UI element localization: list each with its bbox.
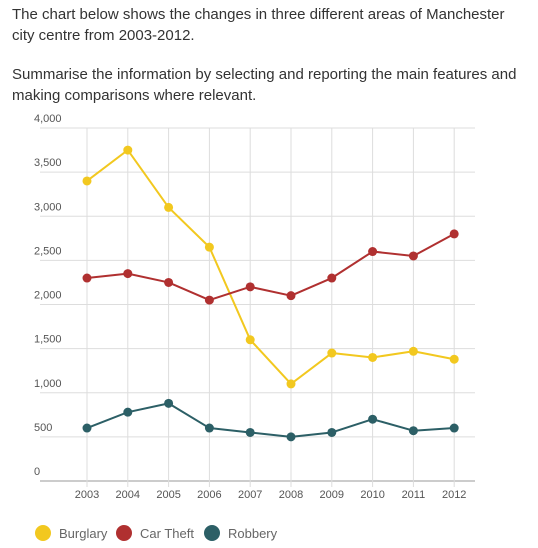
x-tick-label: 2008 (279, 489, 303, 501)
car-theft-point (408, 251, 418, 261)
robbery-point (82, 423, 92, 433)
burglary-point (368, 352, 378, 362)
chart-description: The chart below shows the changes in thr… (12, 6, 505, 44)
robbery-point (204, 423, 214, 433)
robbery-line (86, 402, 455, 438)
burglary-legend-marker (35, 525, 51, 541)
y-tick-label: 1,000 (34, 378, 62, 390)
car-theft-point (82, 273, 92, 283)
car-theft-point (204, 295, 214, 305)
burglary-point (449, 354, 459, 364)
robbery-point (449, 423, 459, 433)
line-chart: 05001,0001,5002,0002,5003,0003,5004,000 … (34, 113, 475, 541)
robbery-point (164, 398, 174, 408)
x-axis-ticks: 2003 2004 2005 2006 2007 2008 2009 2010 2011 2012 (75, 489, 467, 501)
robbery-point (368, 414, 378, 424)
burglary-point (408, 346, 418, 356)
y-tick-label: 500 (34, 422, 52, 434)
car-theft-legend-marker (116, 525, 132, 541)
burglary-point (327, 348, 337, 358)
burglary-point (123, 145, 133, 155)
robbery-point (408, 426, 418, 436)
chart-legend: Burglary Car Theft Robbery (35, 525, 278, 541)
burglary-point (82, 176, 92, 186)
y-axis-ticks: 0 500 1,000 1,500 2,000 2,500 3,000 3,500 4,000 (34, 113, 62, 478)
car-theft-point (368, 247, 378, 257)
robbery-point (123, 407, 133, 417)
chart-series (82, 145, 459, 442)
x-tick-label: 2009 (320, 489, 344, 501)
task-instruction: Summarise the information by selecting a… (12, 66, 517, 104)
burglary-point (164, 202, 174, 212)
burglary-point (245, 335, 255, 345)
car-theft-point (164, 277, 174, 287)
y-tick-label: 3,500 (34, 157, 62, 169)
x-tick-label: 2005 (156, 489, 180, 501)
y-tick-label: 0 (34, 466, 40, 478)
car-theft-point (245, 282, 255, 292)
burglary-line (86, 149, 455, 385)
burglary-legend-label: Burglary (59, 526, 108, 541)
y-tick-label: 4,000 (34, 113, 62, 125)
x-tick-label: 2003 (75, 489, 99, 501)
x-tick-label: 2011 (402, 489, 426, 501)
x-tick-label: 2012 (442, 489, 466, 501)
x-tick-label: 2007 (238, 489, 262, 501)
robbery-legend-marker (204, 525, 220, 541)
y-tick-label: 3,000 (34, 201, 62, 213)
x-tick-label: 2010 (360, 489, 384, 501)
car-theft-point (327, 273, 337, 283)
car-theft-point (286, 291, 296, 301)
x-tick-label: 2006 (197, 489, 221, 501)
robbery-point (286, 432, 296, 442)
car-theft-point (123, 269, 133, 279)
car-theft-point (449, 229, 459, 239)
y-tick-label: 1,500 (34, 334, 62, 346)
car-theft-legend-label: Car Theft (140, 526, 194, 541)
burglary-point (204, 242, 214, 252)
burglary-point (286, 379, 296, 389)
robbery-point (327, 427, 337, 437)
y-tick-label: 2,500 (34, 245, 62, 257)
robbery-legend-label: Robbery (228, 526, 278, 541)
robbery-point (245, 427, 255, 437)
y-tick-label: 2,000 (34, 290, 62, 302)
x-tick-label: 2004 (116, 489, 140, 501)
car-theft-line (86, 233, 455, 302)
